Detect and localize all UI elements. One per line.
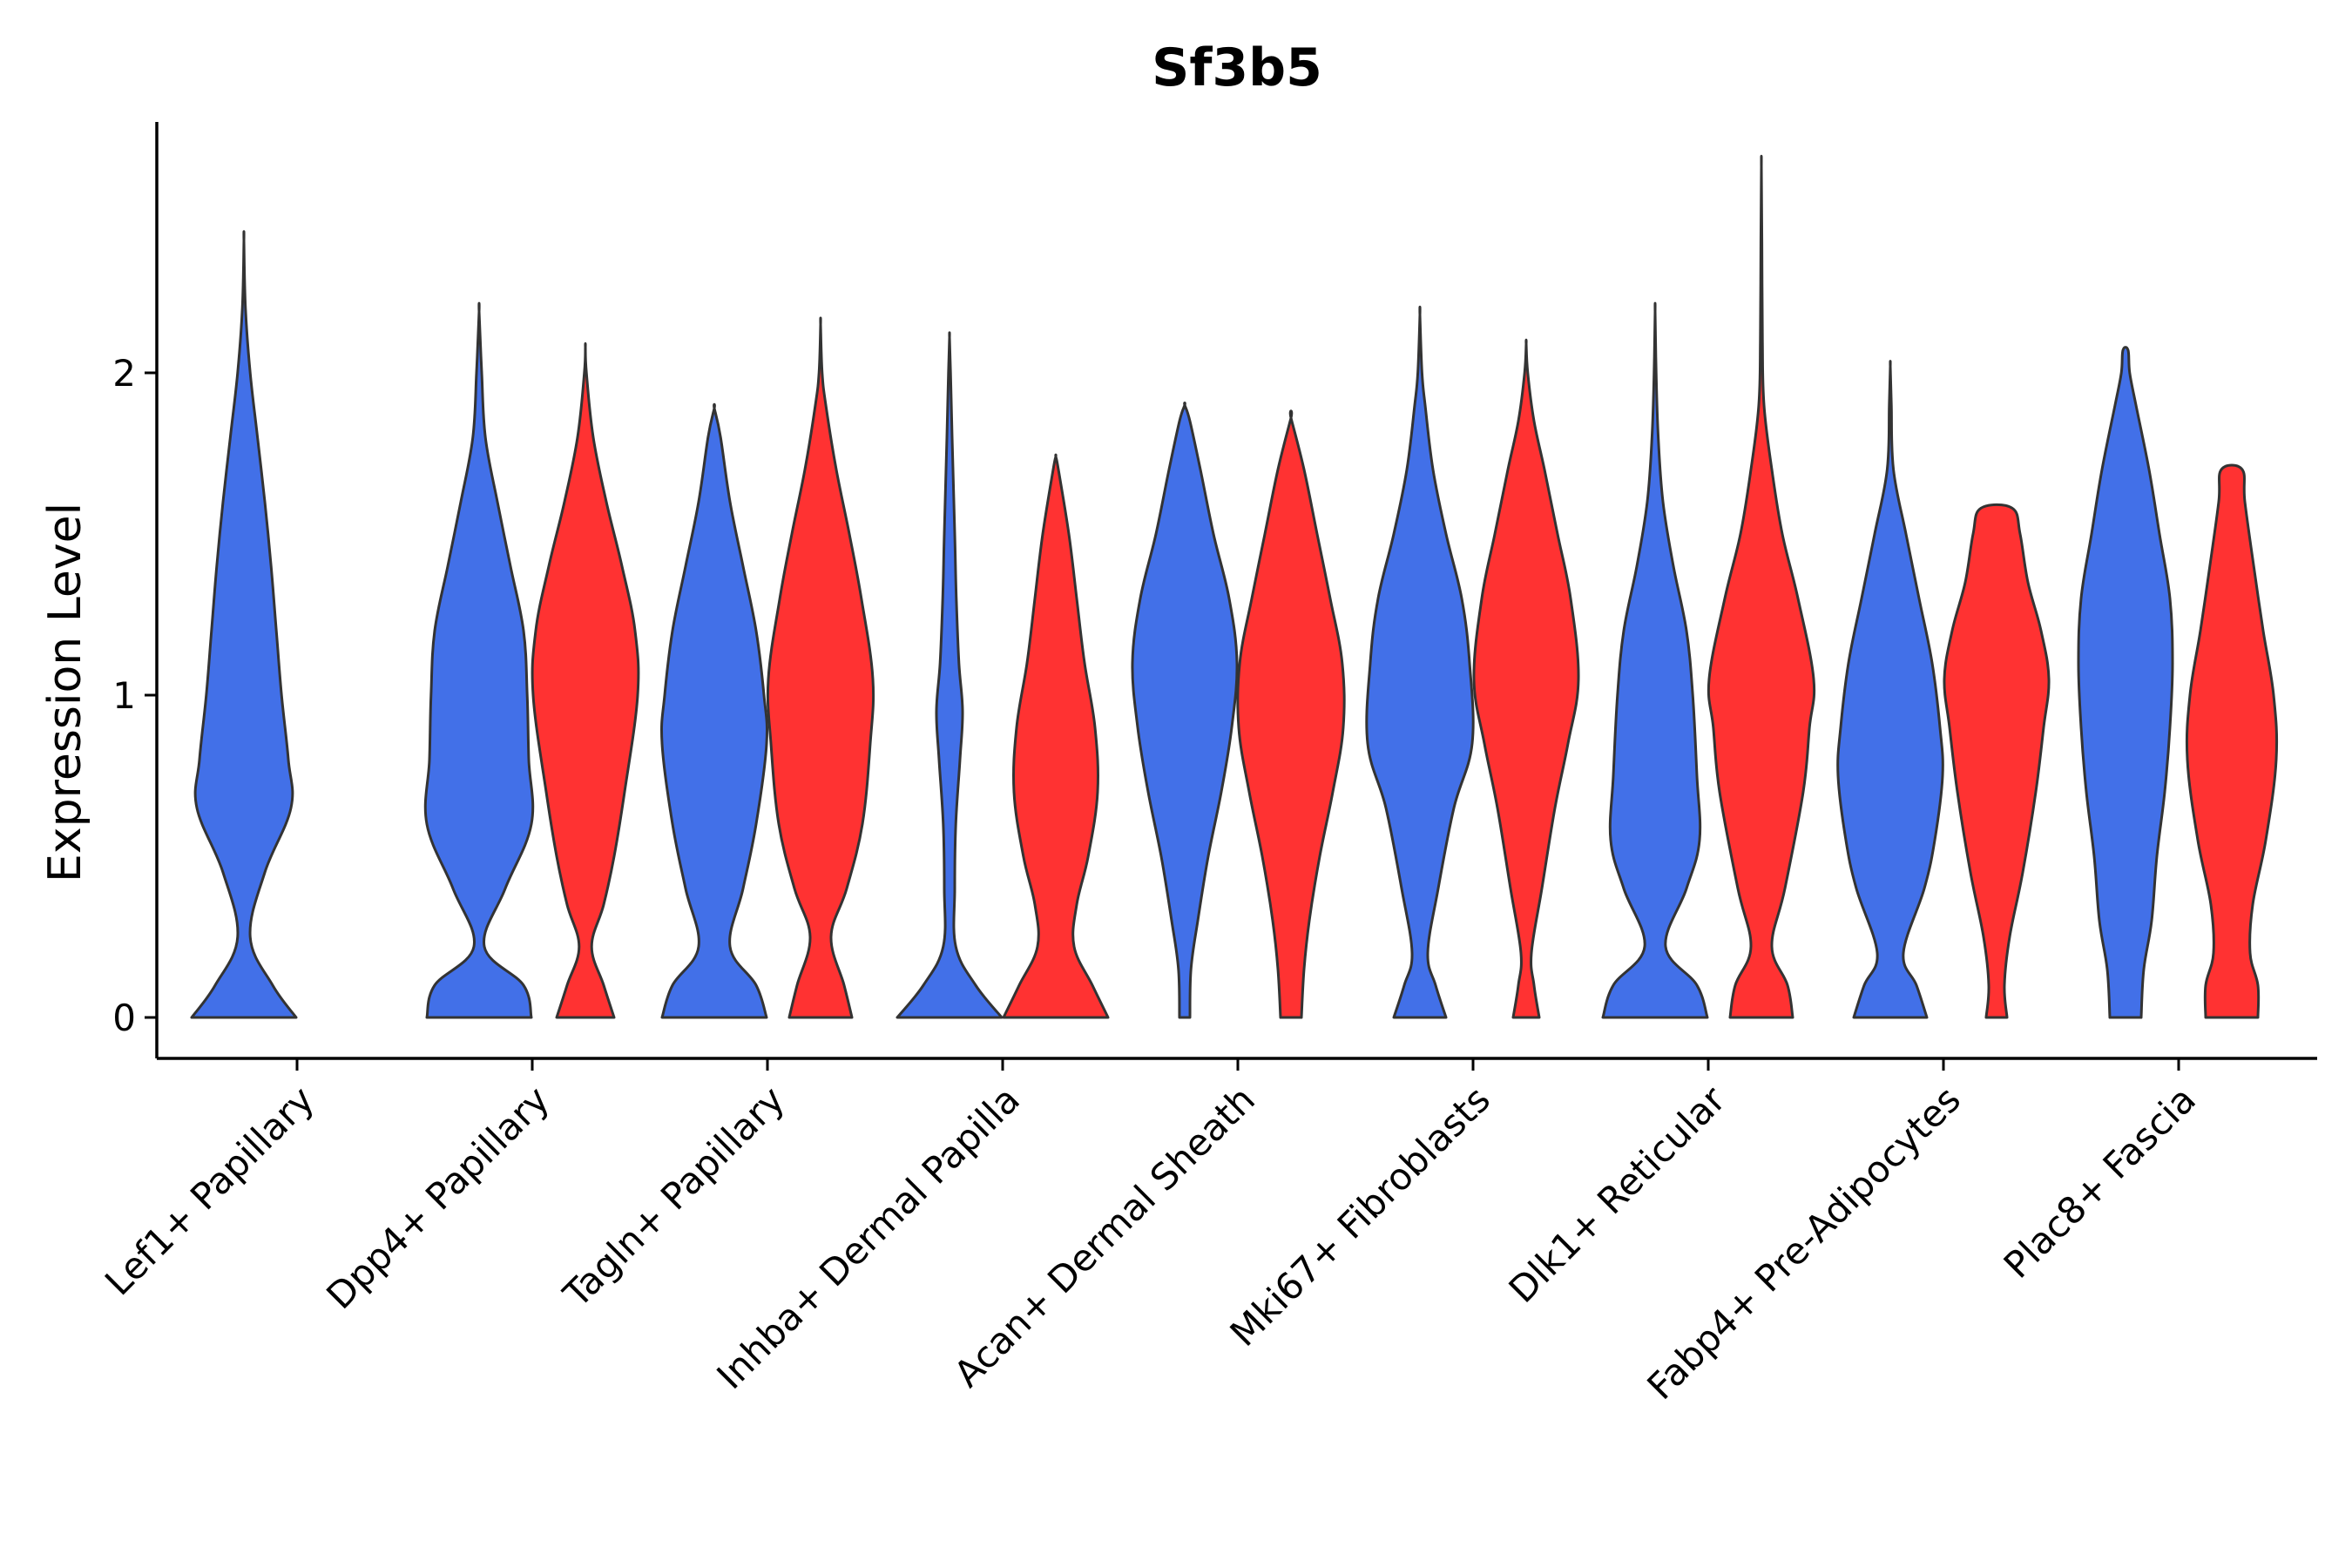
violin-fabp4-pre-adipocytes-group-1 <box>1836 360 1944 1019</box>
violin-mki67-fibroblasts-group-2 <box>1472 338 1580 1019</box>
violin-acan-dermal-sheath-group-2 <box>1236 409 1346 1019</box>
violin-inhba-dermal-papilla-group-1 <box>896 331 1004 1019</box>
violin-mki67-fibroblasts-group-1 <box>1365 305 1475 1019</box>
violin-lef1-papillary-group-1 <box>190 230 298 1019</box>
x-tick-label-lef1-papillary: Lef1+ Papillary <box>97 1078 322 1303</box>
violin-tagln-papillary-group-1 <box>659 402 769 1019</box>
violins-layer <box>190 154 2279 1019</box>
violin-dpp4-papillary-group-2 <box>531 341 640 1019</box>
x-tick-label-mki67-fibroblasts: Mki67+ Fibroblasts <box>1222 1078 1498 1354</box>
violin-acan-dermal-sheath-group-1 <box>1131 402 1239 1019</box>
y-tick-label-0: 0 <box>112 997 136 1039</box>
violin-tagln-papillary-group-2 <box>766 316 875 1019</box>
y-axis-label: Expression Level <box>39 503 91 882</box>
violin-plac8-fascia-group-2 <box>2185 463 2279 1019</box>
violin-plac8-fascia-group-1 <box>2077 346 2174 1019</box>
violin-inhba-dermal-papilla-group-2 <box>1002 453 1110 1019</box>
x-tick-label-tagln-papillary: Tagln+ Papillary <box>555 1078 793 1315</box>
violin-fabp4-pre-adipocytes-group-2 <box>1943 503 2051 1019</box>
x-tick-label-dpp4-papillary: Dpp4+ Papillary <box>318 1078 558 1317</box>
chart-title: Sf3b5 <box>1152 37 1322 98</box>
x-tick-label-plac8-fascia: Plac8+ Fascia <box>1996 1078 2204 1286</box>
violin-dpp4-papillary-group-1 <box>423 301 535 1019</box>
x-tick-label-dlk1-reticular: Dlk1+ Reticular <box>1501 1078 1734 1311</box>
y-tick-label-1: 1 <box>112 674 136 717</box>
y-tick-label-2: 2 <box>112 352 136 395</box>
violin-dlk1-reticular-group-1 <box>1601 301 1709 1019</box>
violin-dlk1-reticular-group-2 <box>1707 154 1816 1019</box>
